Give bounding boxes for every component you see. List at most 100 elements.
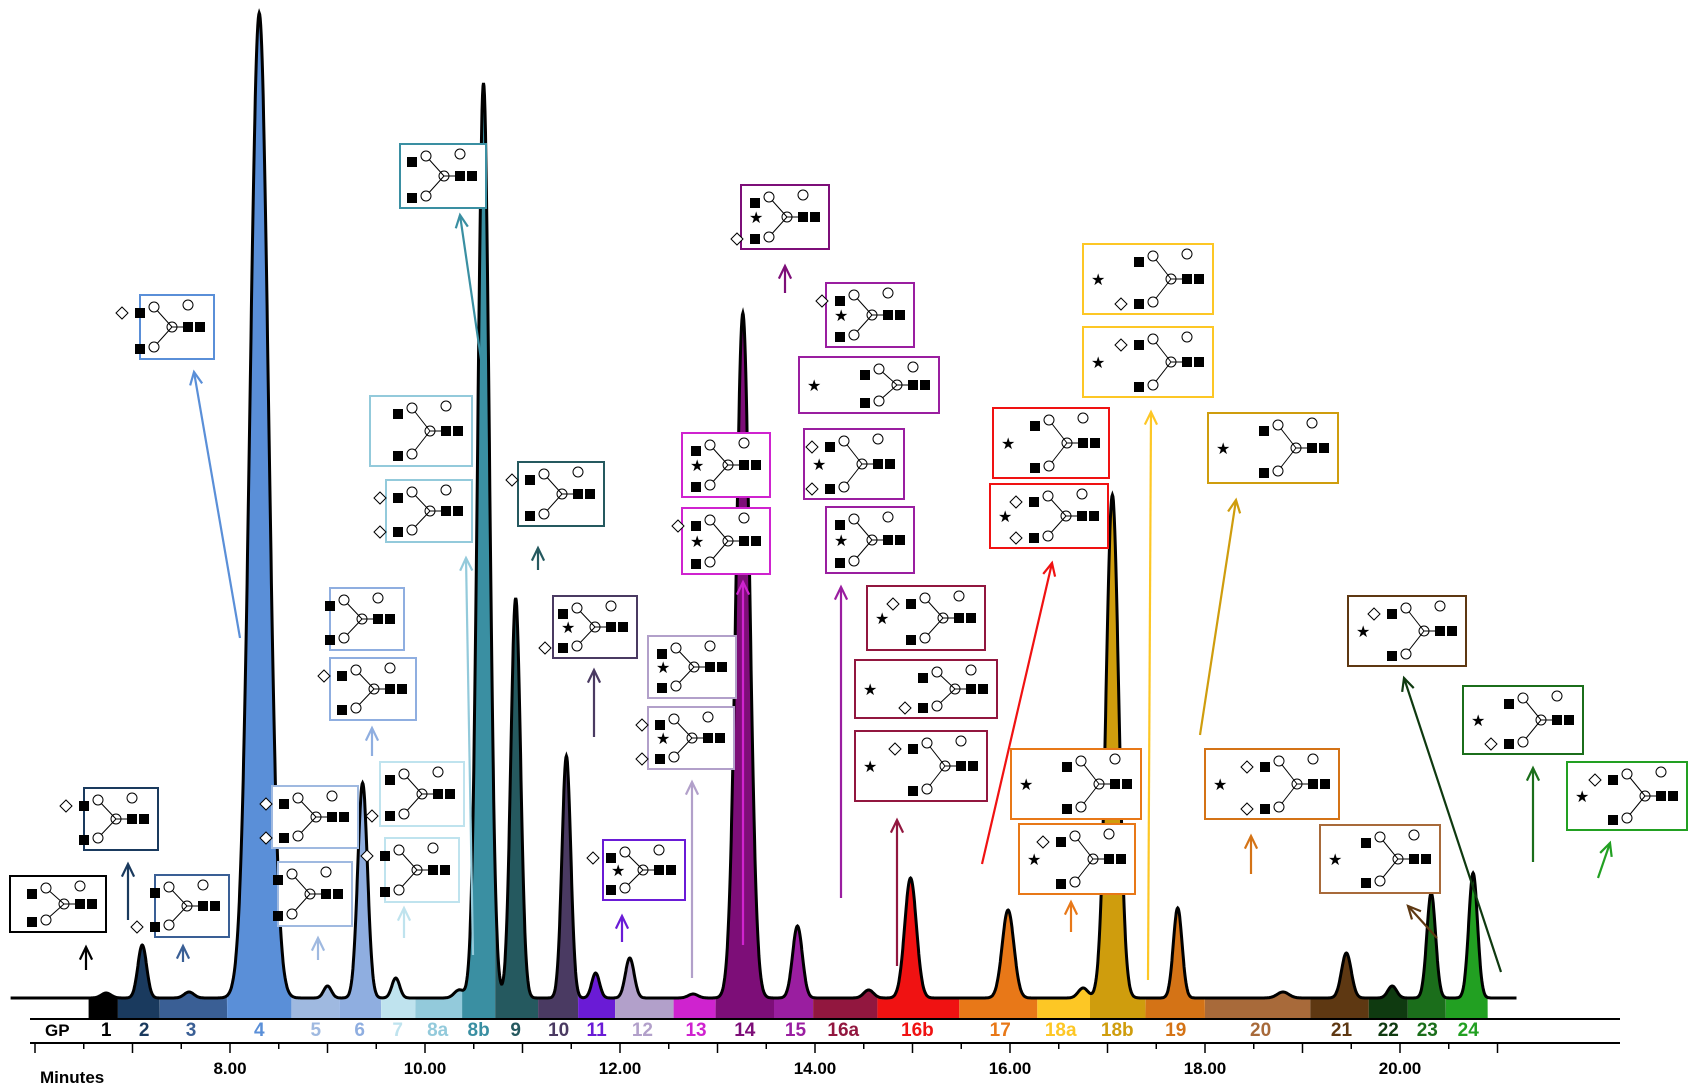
glycan-structure-box-11: ★ xyxy=(586,839,686,901)
glycan-structure-box-15: ★ xyxy=(825,506,915,574)
gp-label-14: 14 xyxy=(734,1020,756,1041)
annotation-arrow-1 xyxy=(78,944,94,970)
peak-fill-5 xyxy=(291,986,340,1019)
glycan-structure-box-17: ★ xyxy=(1010,748,1142,820)
annotation-arrow-4 xyxy=(189,369,242,639)
svg-text:★: ★ xyxy=(1213,775,1227,794)
annotation-arrow-14 xyxy=(777,263,793,293)
gp-label-15: 15 xyxy=(785,1020,807,1041)
peak-fill-24 xyxy=(1445,873,1488,1019)
gp-axis-label: GP xyxy=(45,1021,70,1040)
gp-label-16a: 16a xyxy=(827,1020,859,1041)
svg-text:★: ★ xyxy=(1328,850,1342,869)
annotation-arrow-21 xyxy=(1406,904,1438,939)
glycan-structure-box-24: ★ xyxy=(1566,761,1688,831)
peak-fill-11 xyxy=(578,973,616,1019)
glycan-structure-box-14: ★ xyxy=(730,184,830,250)
svg-text:★: ★ xyxy=(863,680,877,699)
annotation-arrow-15 xyxy=(833,584,849,898)
glycan-structure-box-7 xyxy=(365,761,465,827)
gp-label-16b: 16b xyxy=(901,1020,934,1041)
glycan-structure-box-23: ★ xyxy=(1462,685,1584,755)
glycan-structure-box-19: ★ xyxy=(1204,748,1340,820)
peak-fill-16a xyxy=(813,990,878,1019)
glycan-structure-box-8a xyxy=(373,479,473,543)
peak-fill-13 xyxy=(673,994,716,1019)
gp-label-11: 11 xyxy=(587,1020,608,1041)
svg-text:★: ★ xyxy=(1356,622,1370,641)
gp-label-3: 3 xyxy=(186,1020,197,1041)
annotation-arrow-7 xyxy=(396,905,412,938)
svg-text:★: ★ xyxy=(807,376,821,395)
glycan-structure-box-17: ★ xyxy=(1018,823,1136,895)
gp-label-20: 20 xyxy=(1250,1020,1271,1041)
svg-text:★: ★ xyxy=(1471,711,1485,730)
svg-text:★: ★ xyxy=(1027,850,1041,869)
x-tick-label: 16.00 xyxy=(989,1059,1032,1078)
glycan-structure-box-7 xyxy=(360,837,460,903)
chromatogram-trace xyxy=(10,8,1517,1000)
svg-text:★: ★ xyxy=(690,532,704,551)
peak-fill-18a xyxy=(1037,988,1090,1019)
peak-fill-15 xyxy=(774,926,814,1019)
glycan-structure-box-16a: ★ xyxy=(854,659,998,719)
svg-text:★: ★ xyxy=(1091,270,1105,289)
gp-label-24: 24 xyxy=(1458,1020,1480,1041)
peak-fill-17 xyxy=(959,910,1038,1019)
annotation-arrow-8b xyxy=(454,212,485,374)
time-axis-ticks xyxy=(34,1043,1499,1053)
gp-label-12: 12 xyxy=(632,1020,653,1041)
x-tick-label: 20.00 xyxy=(1379,1059,1422,1078)
glycan-structure-box-15: ★ xyxy=(815,282,915,348)
glycan-structure-box-20: ★ xyxy=(1319,824,1441,894)
gp-label-23: 23 xyxy=(1417,1020,1438,1041)
gp-label-18a: 18a xyxy=(1045,1020,1077,1041)
glycan-structure-box-8a xyxy=(369,395,473,467)
glycan-structure-box-6 xyxy=(325,587,405,651)
peak-fill-3 xyxy=(159,992,228,1019)
glycan-structure-box-21: ★ xyxy=(1347,595,1467,667)
glycan-structure-box-16b: ★ xyxy=(992,407,1110,479)
gp-label-13: 13 xyxy=(685,1020,706,1041)
gp-label-8b: 8b xyxy=(468,1020,490,1041)
gp-label-7: 7 xyxy=(392,1020,403,1041)
annotation-arrow-6 xyxy=(364,725,380,756)
peak-fill-19 xyxy=(1145,908,1205,1019)
glycan-structure-box-9 xyxy=(505,461,605,527)
svg-text:★: ★ xyxy=(863,757,877,776)
svg-text:★: ★ xyxy=(1216,439,1230,458)
svg-text:★: ★ xyxy=(656,658,670,677)
annotation-arrow-2 xyxy=(120,861,136,920)
svg-text:★: ★ xyxy=(656,729,670,748)
svg-text:★: ★ xyxy=(834,531,848,550)
glycan-structure-box-12: ★ xyxy=(635,706,735,770)
svg-text:★: ★ xyxy=(812,455,826,474)
svg-text:★: ★ xyxy=(1575,787,1589,806)
annotation-arrow-8a xyxy=(459,555,475,956)
annotation-arrow-10 xyxy=(586,667,602,737)
gp-label-1: 1 xyxy=(101,1020,112,1041)
svg-text:★: ★ xyxy=(561,618,575,637)
annotation-arrow-13 xyxy=(735,579,751,945)
peak-fill-14 xyxy=(715,313,774,1019)
glycan-structure-box-6 xyxy=(317,657,417,721)
time-tick-labels: 8.00 10.00 12.00 14.00 16.00 18.00 20.00 xyxy=(213,1059,1421,1078)
glycan-structure-box-15: ★ xyxy=(803,428,905,500)
gp-label-8a: 8a xyxy=(427,1020,449,1041)
gp-label-5: 5 xyxy=(311,1020,322,1041)
glycan-structure-box-4 xyxy=(115,294,215,360)
annotation-arrow-17 xyxy=(1063,899,1079,932)
x-tick-label: 10.00 xyxy=(404,1059,447,1078)
annotation-arrow-23 xyxy=(1525,765,1541,862)
peak-fill-4 xyxy=(227,13,292,1019)
svg-text:★: ★ xyxy=(875,609,889,628)
gp-label-10: 10 xyxy=(548,1020,569,1041)
peak-fill-7 xyxy=(381,978,416,1019)
glycan-structure-box-13: ★ xyxy=(671,507,771,575)
glycan-structure-box-2 xyxy=(59,787,159,851)
glycan-structure-box-16a: ★ xyxy=(854,730,988,802)
gp-label-9: 9 xyxy=(510,1020,521,1041)
annotation-arrow-16a xyxy=(889,817,905,966)
peak-fill-16b xyxy=(877,878,960,1019)
